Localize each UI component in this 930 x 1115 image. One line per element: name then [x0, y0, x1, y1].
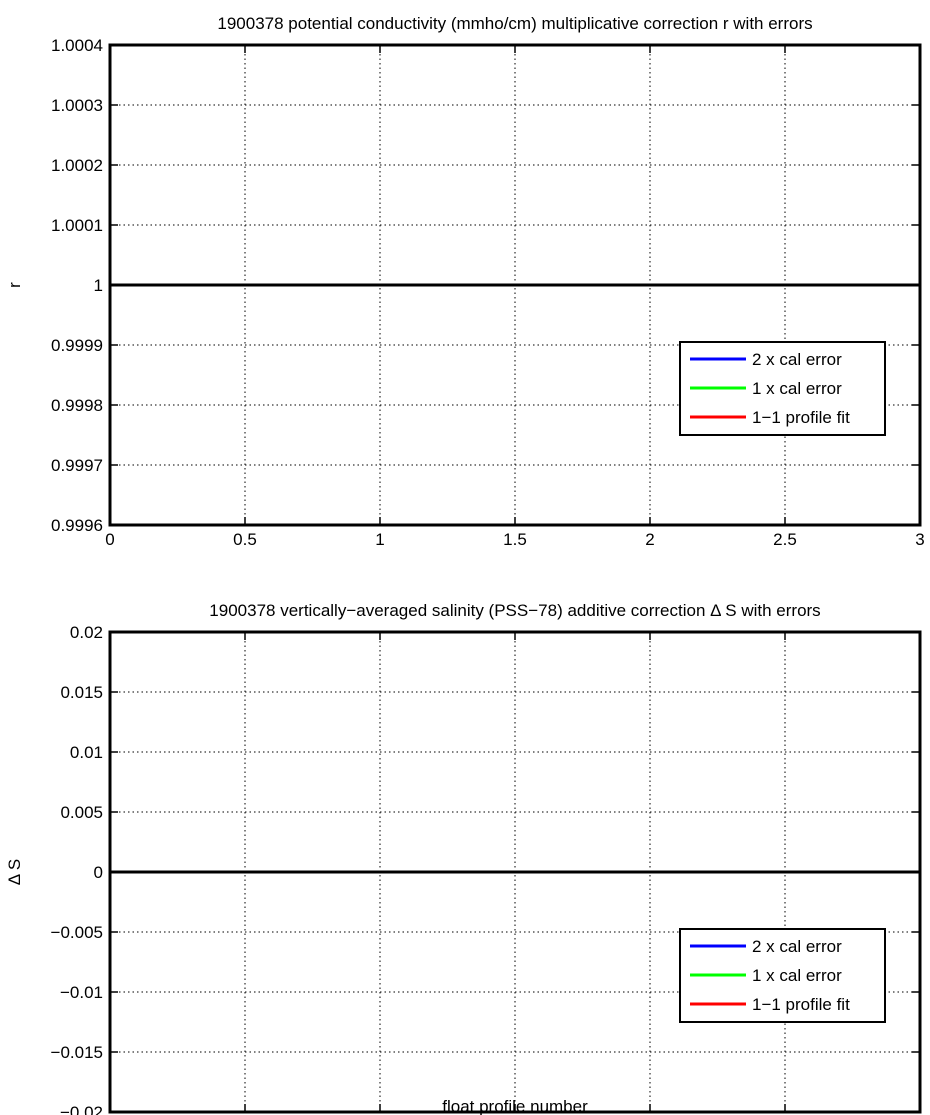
chart-panel-2: 00.511.522.53−0.02−0.015−0.01−0.00500.00…: [5, 601, 922, 1115]
y-tick-label: 1.0001: [51, 216, 103, 235]
x-axis-label: float profile number: [442, 1097, 588, 1115]
y-tick-label: 0.005: [60, 803, 103, 822]
chart-title: 1900378 vertically−averaged salinity (PS…: [209, 601, 820, 620]
legend-label: 1−1 profile fit: [752, 995, 850, 1014]
y-axis-label: r: [5, 282, 24, 288]
y-tick-label: 0.9999: [51, 336, 103, 355]
y-tick-label: 0.015: [60, 683, 103, 702]
y-tick-label: 0.02: [70, 623, 103, 642]
y-tick-label: 1: [94, 276, 103, 295]
legend-label: 1−1 profile fit: [752, 408, 850, 427]
y-tick-label: 0.9997: [51, 456, 103, 475]
x-tick-label: 1.5: [503, 530, 527, 549]
y-tick-label: 0.9996: [51, 516, 103, 535]
legend: 2 x cal error 1 x cal error 1−1 profile fi…: [679, 341, 886, 436]
x-tick-label: 0.5: [233, 530, 257, 549]
axes-box: [108, 630, 922, 1114]
chart-title: 1900378 potential conductivity (mmho/cm)…: [217, 14, 812, 33]
x-tick-label: 3: [915, 530, 924, 549]
legend-label: 2 x cal error: [752, 937, 842, 956]
y-tick-label: −0.015: [51, 1043, 103, 1062]
x-tick-label: 2: [645, 530, 654, 549]
y-tick-label: −0.01: [60, 983, 103, 1002]
legend-label: 1 x cal error: [752, 966, 842, 985]
y-tick-label: −0.005: [51, 923, 103, 942]
legend-label: 2 x cal error: [752, 350, 842, 369]
x-tick-label: 0: [105, 530, 114, 549]
x-tick-label: 1: [375, 530, 384, 549]
y-tick-label: 0: [94, 863, 103, 882]
y-tick-label: 1.0004: [51, 36, 103, 55]
chart-panel-1: 0 0.5 1 1.5 2 2.5 3 0.9996 0.9997 0.9998 0.9999 1 1.…: [5, 14, 925, 549]
y-axis-label: Δ S: [5, 859, 24, 885]
legend: 2 x cal error 1 x cal error 1−1 profile fi…: [679, 928, 886, 1023]
x-tick-label: 2.5: [773, 530, 797, 549]
y-tick-label: 1.0003: [51, 96, 103, 115]
y-tick-label: 1.0002: [51, 156, 103, 175]
y-tick-label: 0.9998: [51, 396, 103, 415]
legend-label: 1 x cal error: [752, 379, 842, 398]
y-tick-label: −0.02: [60, 1103, 103, 1115]
axes-box: [108, 43, 922, 527]
y-tick-label: 0.01: [70, 743, 103, 762]
